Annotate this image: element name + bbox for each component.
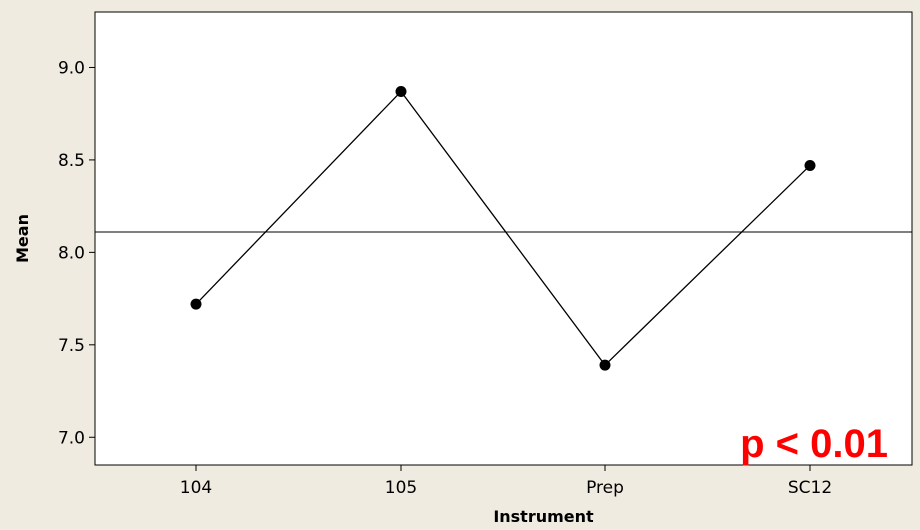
data-points [190,86,816,371]
x-tick-label: 105 [385,478,417,498]
data-point [599,359,611,371]
y-axis: 7.0 7.5 8.0 8.5 9.0 [58,58,95,448]
p-value-annotation: p < 0.01 [740,422,888,466]
x-tick-label: SC12 [788,478,832,498]
x-axis-title: Instrument [493,507,594,526]
y-tick-label: 8.5 [58,151,85,171]
x-tick-label: 104 [180,478,212,498]
y-tick-label: 7.5 [58,336,85,356]
plot-area [94,11,913,466]
series-line [195,90,811,367]
data-point [804,159,816,171]
y-axis-title: Mean [13,214,32,263]
y-tick-label: 7.0 [58,428,85,448]
data-point [190,298,202,310]
y-tick-label: 8.0 [58,243,85,263]
data-point [395,86,407,98]
x-tick-label: Prep [586,478,624,498]
y-tick-label: 9.0 [58,58,85,78]
x-axis: 104 105 Prep SC12 [180,465,832,498]
